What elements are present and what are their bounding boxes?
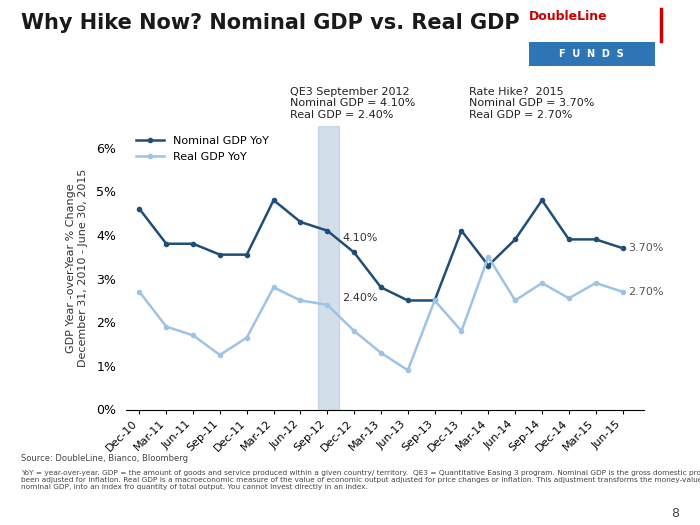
Text: 2.70%: 2.70% xyxy=(628,287,664,297)
Text: 4.10%: 4.10% xyxy=(342,233,377,243)
Text: Rate Hike?  2015
Nominal GDP = 3.70%
Real GDP = 2.70%: Rate Hike? 2015 Nominal GDP = 3.70% Real… xyxy=(469,87,594,120)
Bar xyxy=(528,43,654,66)
Text: 8: 8 xyxy=(671,507,679,520)
Bar xyxy=(318,126,340,410)
Text: F  U  N  D  S: F U N D S xyxy=(559,49,624,59)
Text: 3.70%: 3.70% xyxy=(628,243,664,253)
Text: YoY = year-over-year. GDP = the amount of goods and service produced within a gi: YoY = year-over-year. GDP = the amount o… xyxy=(21,470,700,490)
Text: Source: DoubleLine, Bianco, Bloomberg: Source: DoubleLine, Bianco, Bloomberg xyxy=(21,454,188,463)
Text: Why Hike Now? Nominal GDP vs. Real GDP: Why Hike Now? Nominal GDP vs. Real GDP xyxy=(21,13,519,33)
Legend: Nominal GDP YoY, Real GDP YoY: Nominal GDP YoY, Real GDP YoY xyxy=(132,132,273,166)
Y-axis label: GDP Year -over-Year % Change
December 31, 2010 - June 30, 2015: GDP Year -over-Year % Change December 31… xyxy=(66,169,88,367)
Text: DoubleLine: DoubleLine xyxy=(528,10,607,24)
Text: 2.40%: 2.40% xyxy=(342,292,377,302)
Text: QE3 September 2012
Nominal GDP = 4.10%
Real GDP = 2.40%: QE3 September 2012 Nominal GDP = 4.10% R… xyxy=(290,87,416,120)
